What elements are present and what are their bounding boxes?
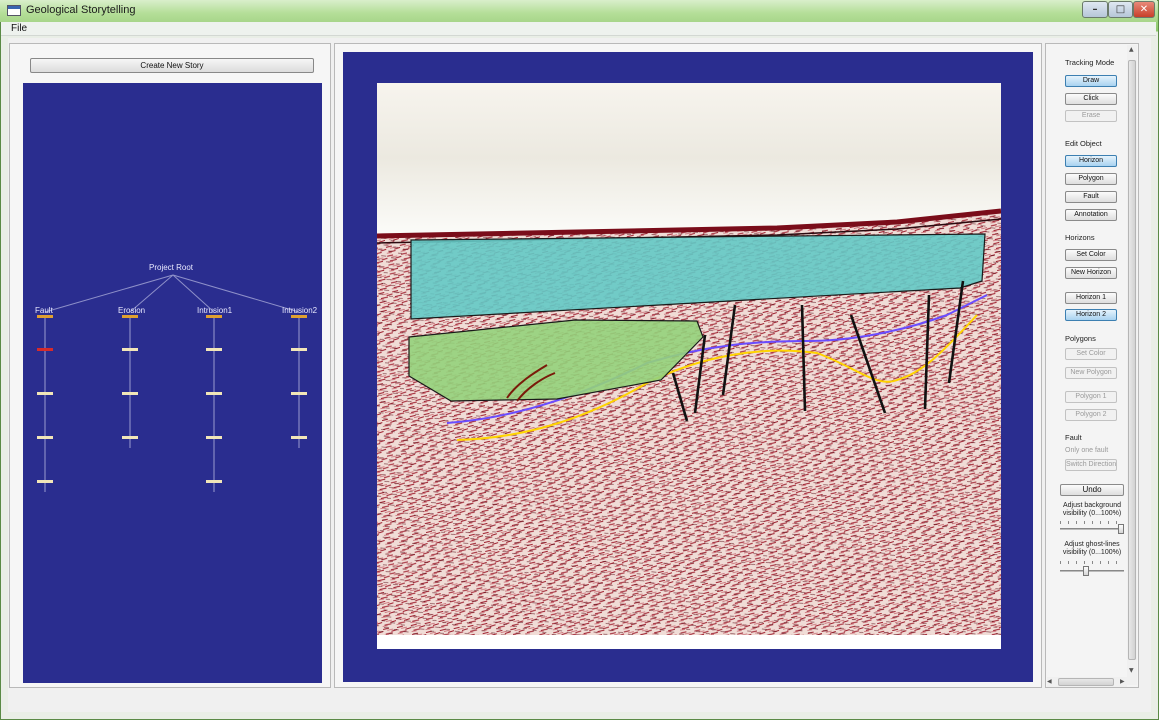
vertical-scrollbar-thumb[interactable] [1128, 60, 1136, 660]
tree-branch-header [206, 315, 222, 318]
polygon-button[interactable]: Polygon [1065, 173, 1117, 185]
background-slider-ticks [1060, 521, 1124, 524]
scroll-left-icon[interactable]: ◀ [1047, 678, 1052, 685]
tree-node[interactable] [37, 436, 53, 439]
draw-button[interactable]: Draw [1065, 75, 1117, 87]
tree-node[interactable] [122, 436, 138, 439]
app-window-icon [7, 5, 21, 16]
horizon-2-line[interactable] [446, 294, 988, 424]
tree-node[interactable] [206, 348, 222, 351]
tree-branch-header [291, 315, 307, 318]
horizon-1-line[interactable] [456, 314, 978, 441]
tree-nodes [37, 315, 307, 483]
tree-node[interactable] [122, 392, 138, 395]
click-button[interactable]: Click [1065, 93, 1117, 105]
tree-node[interactable] [206, 480, 222, 483]
tree-node[interactable] [291, 436, 307, 439]
horizontal-scrollbar-thumb[interactable] [1058, 678, 1114, 686]
new-horizon-button[interactable]: New Horizon [1065, 267, 1117, 279]
close-button[interactable]: ✕ [1133, 1, 1155, 18]
fault-lines[interactable] [671, 280, 965, 422]
polygon-1-shape[interactable] [410, 233, 986, 320]
story-tree-canvas[interactable]: Project Root Fault Erosion Intrusion1 In… [23, 83, 322, 683]
tree-node[interactable] [291, 348, 307, 351]
horizon-2-button[interactable]: Horizon 2 [1065, 309, 1117, 321]
story-tree [37, 274, 307, 492]
edit-object-label: Edit Object [1065, 139, 1102, 148]
horizon-1-button[interactable]: Horizon 1 [1065, 292, 1117, 304]
tree-root-label[interactable]: Project Root [149, 263, 194, 272]
polygon-2-shape[interactable] [408, 319, 704, 402]
tree-edges [44, 274, 300, 492]
undo-button[interactable]: Undo [1060, 484, 1124, 496]
fault-line[interactable] [923, 294, 931, 410]
tree-node[interactable] [291, 392, 307, 395]
polygon-1-button[interactable]: Polygon 1 [1065, 391, 1117, 403]
seafloor-reflector [377, 208, 1001, 239]
ghost-slider-thumb[interactable] [1083, 566, 1090, 576]
erase-button[interactable]: Erase [1065, 110, 1117, 122]
fault-line[interactable] [849, 314, 887, 414]
background-slider-thumb[interactable] [1118, 524, 1124, 534]
window-title: Geological Storytelling [26, 4, 136, 16]
fault-line[interactable] [721, 304, 737, 396]
scroll-right-icon[interactable]: ▶ [1120, 678, 1125, 685]
seismic-texture [377, 213, 1001, 635]
tree-branch-erosion[interactable]: Erosion [118, 306, 146, 315]
tree-node[interactable] [206, 436, 222, 439]
seismic-canvas[interactable] [377, 83, 1001, 649]
minimize-button[interactable]: – [1082, 1, 1108, 18]
fault-line[interactable] [800, 304, 807, 412]
tree-node[interactable] [122, 348, 138, 351]
tree-branch-header [122, 315, 138, 318]
tree-edge [172, 274, 300, 313]
polygon-2-button[interactable]: Polygon 2 [1065, 409, 1117, 421]
fault-line[interactable] [947, 280, 965, 384]
ghost-slider-label: Adjust ghost-lines visibility (0...100%) [1062, 541, 1122, 556]
polygon-2-reflector [506, 364, 556, 402]
tree-node-selected[interactable] [37, 348, 53, 351]
tree-branch-intrusion2[interactable]: Intrusion2 [282, 306, 318, 315]
switch-direction-button[interactable]: Switch Direction [1065, 459, 1117, 471]
tree-branch-header [37, 315, 53, 318]
ghost-slider-ticks [1060, 561, 1124, 564]
horizon-set-color-button[interactable]: Set Color [1065, 249, 1117, 261]
scroll-up-icon[interactable]: ▲ [1129, 46, 1134, 53]
tree-branch-fault[interactable]: Fault [35, 306, 53, 315]
fault-button[interactable]: Fault [1065, 191, 1117, 203]
seismic-sky [377, 83, 1001, 233]
horizons-label: Horizons [1065, 233, 1095, 242]
new-polygon-button[interactable]: New Polygon [1065, 367, 1117, 379]
tracking-mode-label: Tracking Mode [1065, 58, 1115, 67]
tree-branch-intrusion1[interactable]: Intrusion1 [197, 306, 233, 315]
menu-bar: File [1, 22, 1156, 36]
title-bar[interactable]: Geological Storytelling – □ ✕ [0, 0, 1157, 22]
background-slider-track[interactable] [1060, 528, 1124, 530]
tree-edge [129, 274, 174, 313]
fault-line[interactable] [671, 372, 689, 422]
background-slider-label: Adjust background visibility (0...100%) [1062, 502, 1122, 517]
scroll-down-icon[interactable]: ▼ [1129, 667, 1134, 674]
create-new-story-button[interactable]: Create New Story [30, 58, 314, 73]
menu-file[interactable]: File [11, 23, 28, 34]
maximize-button[interactable]: □ [1108, 1, 1133, 18]
tree-node[interactable] [37, 392, 53, 395]
tree-node[interactable] [206, 392, 222, 395]
polygon-set-color-button[interactable]: Set Color [1065, 348, 1117, 360]
fault-section-label: Fault [1065, 433, 1082, 442]
horizon-button[interactable]: Horizon [1065, 155, 1117, 167]
annotation-button[interactable]: Annotation [1065, 209, 1117, 221]
polygons-label: Polygons [1065, 334, 1096, 343]
tree-edge [172, 274, 215, 313]
fault-line[interactable] [693, 334, 707, 414]
controls-panel [1045, 43, 1139, 688]
tree-node[interactable] [37, 480, 53, 483]
fault-note: Only one fault [1065, 447, 1109, 454]
tree-edge [44, 274, 174, 313]
ghost-slider-track[interactable] [1060, 570, 1124, 572]
